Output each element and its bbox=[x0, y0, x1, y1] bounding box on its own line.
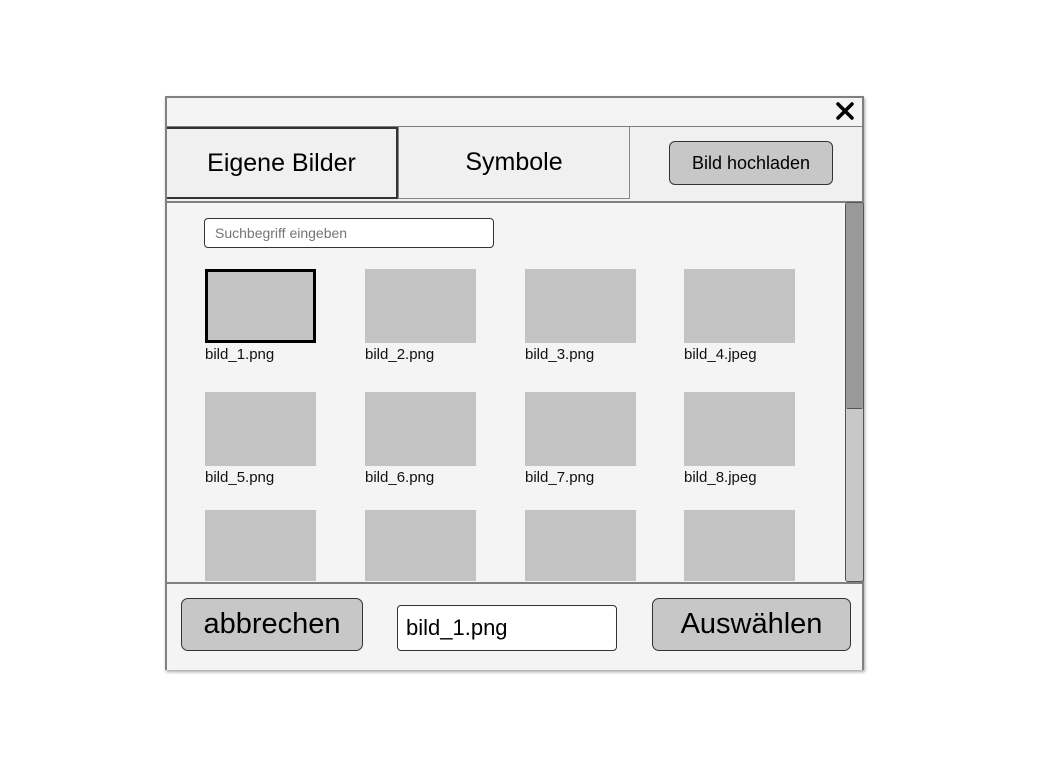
gallery-scrollbar[interactable] bbox=[845, 202, 864, 582]
tab-label: Symbole bbox=[465, 148, 563, 176]
image-filename-label: bild_2.png bbox=[365, 346, 435, 363]
image-tile[interactable] bbox=[684, 510, 795, 581]
image-tile[interactable] bbox=[525, 510, 636, 581]
tab-eigene-bilder[interactable]: Eigene Bilder bbox=[167, 127, 398, 199]
dialog-footer: abbrechen Auswählen bbox=[167, 582, 862, 670]
image-tile[interactable] bbox=[684, 269, 795, 343]
image-tile[interactable] bbox=[365, 269, 476, 343]
image-filename-label: bild_5.png bbox=[205, 469, 275, 486]
image-filename-label: bild_6.png bbox=[365, 469, 435, 486]
title-bar bbox=[167, 98, 862, 128]
image-gallery: bild_1.png bild_2.png bild_3.png bild_4.jpe… bbox=[167, 203, 843, 581]
tab-bar: Eigene Bilder Symbole Bild hochladen bbox=[167, 127, 862, 203]
image-tile[interactable] bbox=[205, 510, 316, 581]
cancel-button[interactable]: abbrechen bbox=[181, 598, 363, 651]
close-icon bbox=[836, 102, 854, 120]
upload-image-button[interactable]: Bild hochladen bbox=[669, 141, 833, 185]
image-tile[interactable] bbox=[525, 269, 636, 343]
image-filename-label: bild_7.png bbox=[525, 469, 595, 486]
search-input[interactable] bbox=[204, 218, 494, 248]
select-button[interactable]: Auswählen bbox=[652, 598, 851, 651]
image-tile[interactable] bbox=[205, 269, 316, 343]
image-filename-label: bild_1.png bbox=[205, 346, 275, 363]
image-filename-label: bild_3.png bbox=[525, 346, 595, 363]
image-tile[interactable] bbox=[525, 392, 636, 466]
tab-label: Eigene Bilder bbox=[207, 148, 356, 177]
image-tile[interactable] bbox=[365, 510, 476, 581]
image-tile[interactable] bbox=[205, 392, 316, 466]
close-button[interactable] bbox=[834, 100, 856, 122]
filename-field[interactable] bbox=[397, 605, 617, 651]
image-tile[interactable] bbox=[365, 392, 476, 466]
image-filename-label: bild_4.jpeg bbox=[684, 346, 757, 363]
image-picker-dialog: Eigene Bilder Symbole Bild hochladen bil… bbox=[165, 96, 864, 670]
scrollbar-thumb[interactable] bbox=[846, 203, 863, 409]
tab-symbole[interactable]: Symbole bbox=[398, 127, 630, 199]
image-tile[interactable] bbox=[684, 392, 795, 466]
image-filename-label: bild_8.jpeg bbox=[684, 469, 757, 486]
